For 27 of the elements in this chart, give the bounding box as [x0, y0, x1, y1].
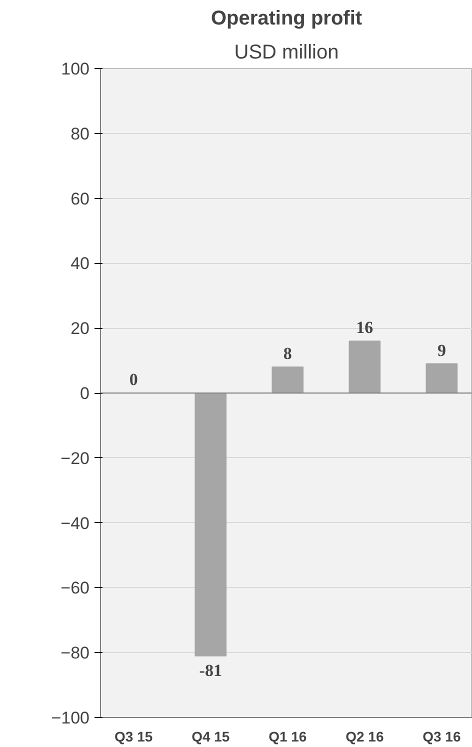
- y-tick-label: −20: [60, 448, 90, 468]
- y-tick-label: −40: [60, 514, 90, 533]
- bar: [194, 392, 227, 656]
- x-tick-label: Q4 15: [192, 728, 230, 744]
- y-tick-label: −80: [60, 644, 90, 663]
- x-tick-label: Q3 16: [422, 728, 461, 744]
- y-tick-label: 100: [61, 60, 90, 78]
- x-tick-label: Q2 16: [346, 728, 384, 744]
- data-label: 0: [129, 370, 138, 389]
- y-tick-label: 20: [70, 319, 90, 338]
- chart-subtitle: USD million: [234, 42, 339, 64]
- data-label: 9: [437, 340, 446, 360]
- data-label: -81: [199, 660, 222, 680]
- y-tick-label: −100: [51, 708, 90, 728]
- y-tick-label: −60: [60, 578, 90, 598]
- y-tick-label: 80: [70, 124, 90, 144]
- x-tick-label: Q1 16: [268, 728, 307, 744]
- y-tick-label: 40: [70, 254, 90, 274]
- data-label: 8: [283, 344, 292, 364]
- y-tick-label: 60: [70, 189, 90, 208]
- y-tick-label: 0: [80, 384, 90, 403]
- x-tick-label: Q3 15: [114, 728, 153, 744]
- bar: [426, 363, 458, 394]
- chart-title: Operating profit: [210, 8, 362, 30]
- bar: [272, 366, 304, 394]
- data-label: 16: [356, 318, 374, 338]
- bar: [348, 340, 381, 394]
